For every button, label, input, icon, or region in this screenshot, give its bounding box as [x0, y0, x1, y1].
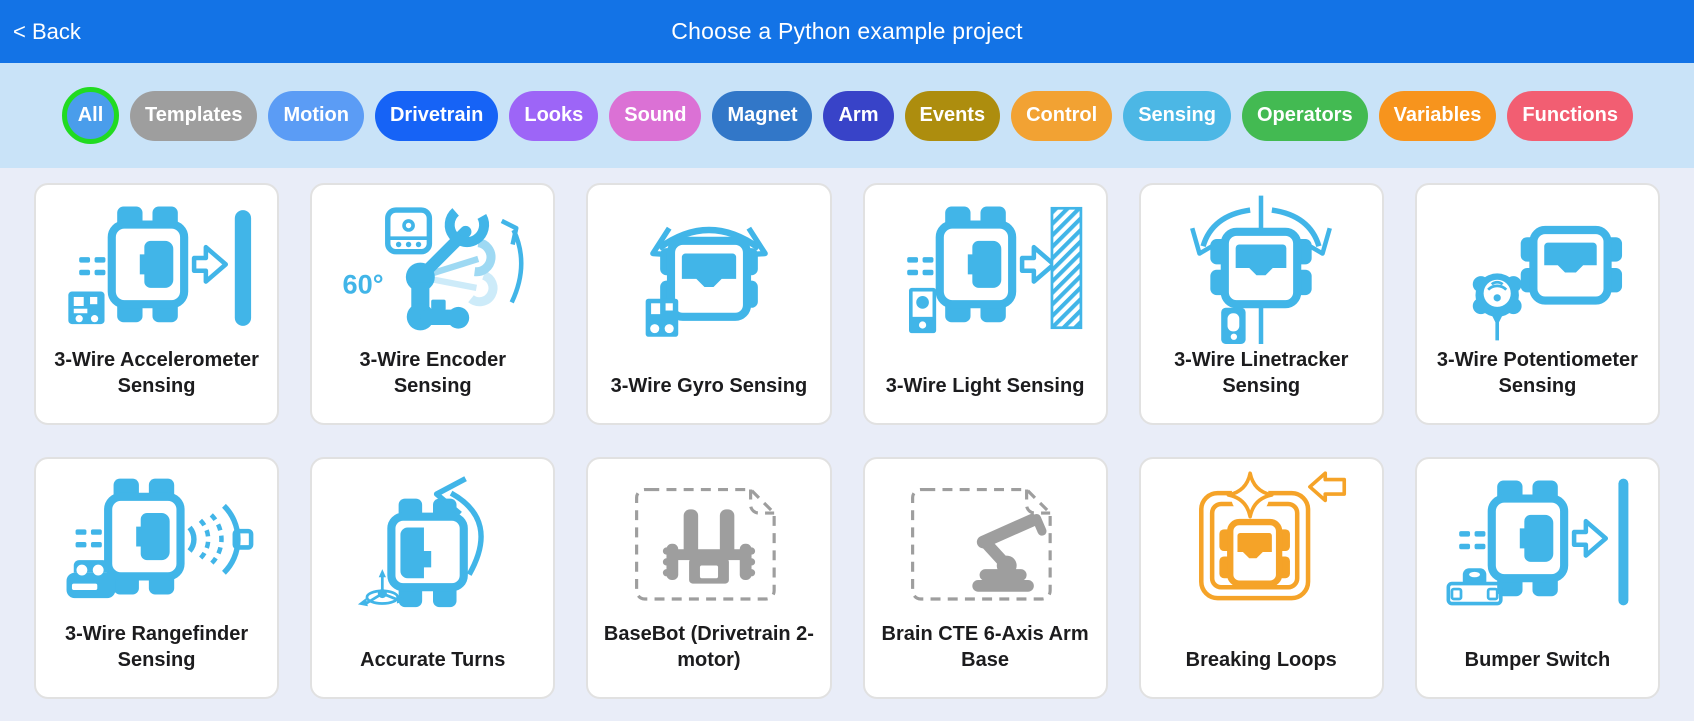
basebot-template-icon — [608, 469, 810, 615]
filter-pill-arm[interactable]: Arm — [823, 90, 894, 141]
filter-pill-all[interactable]: All — [62, 87, 119, 144]
project-card-label: BaseBot (Drivetrain 2-motor) — [603, 623, 814, 671]
project-card-breaking-loops[interactable]: Breaking Loops — [1138, 457, 1384, 699]
project-grid: 3-Wire Accelerometer Sensing 60° 3-Wire … — [0, 168, 1694, 699]
filter-pill-templates[interactable]: Templates — [130, 90, 258, 141]
project-card-accelerometer[interactable]: 3-Wire Accelerometer Sensing — [34, 183, 280, 425]
filter-pill-motion[interactable]: Motion — [268, 90, 364, 141]
back-button[interactable]: < Back — [13, 18, 81, 44]
project-card-potentiometer[interactable]: 3-Wire Potentiometer Sensing — [1414, 183, 1660, 425]
project-card-encoder[interactable]: 60° 3-Wire Encoder Sensing — [310, 183, 556, 425]
project-card-arm-template[interactable]: Brain CTE 6-Axis Arm Base — [862, 457, 1108, 699]
filter-bar: All Templates Motion Drivetrain Looks Sound Ma… — [0, 63, 1694, 168]
breaking-loops-icon — [1160, 469, 1362, 615]
page-title: Choose a Python example project — [671, 18, 1023, 44]
filter-pill-sound[interactable]: Sound — [609, 90, 702, 141]
project-card-rangefinder[interactable]: 3-Wire Rangefinder Sensing — [34, 457, 280, 699]
filter-pill-variables[interactable]: Variables — [1378, 90, 1497, 141]
project-card-label: Bumper Switch — [1464, 649, 1611, 671]
accurate-turns-icon — [332, 469, 534, 615]
project-card-accurate-turns[interactable]: Accurate Turns — [310, 457, 556, 699]
project-card-label: 3-Wire Encoder Sensing — [359, 349, 506, 397]
project-card-light[interactable]: 3-Wire Light Sensing — [862, 183, 1108, 425]
project-card-label: Brain CTE 6-Axis Arm Base — [881, 623, 1089, 671]
bumper-switch-icon — [1436, 469, 1638, 615]
linetracker-icon — [1160, 195, 1362, 344]
project-card-label: 3-Wire Potentiometer Sensing — [1436, 349, 1638, 397]
filter-pill-drivetrain[interactable]: Drivetrain — [374, 90, 499, 141]
svg-text:60°: 60° — [342, 268, 383, 299]
project-card-label: 3-Wire Linetracker Sensing — [1174, 349, 1349, 397]
filter-pill-control[interactable]: Control — [1011, 90, 1113, 141]
filter-pill-events[interactable]: Events — [904, 90, 1001, 141]
filter-pill-operators[interactable]: Operators — [1241, 90, 1368, 141]
project-card-label: 3-Wire Accelerometer Sensing — [54, 349, 259, 397]
filter-pill-sensing[interactable]: Sensing — [1123, 90, 1231, 141]
filter-pill-looks[interactable]: Looks — [509, 90, 599, 141]
potentiometer-icon — [1436, 195, 1638, 341]
header-bar: < Back Choose a Python example project — [0, 0, 1694, 63]
filter-pill-magnet[interactable]: Magnet — [712, 90, 813, 141]
project-card-label: 3-Wire Rangefinder Sensing — [64, 623, 249, 671]
project-card-label: Accurate Turns — [360, 649, 506, 671]
accelerometer-icon — [56, 195, 258, 341]
project-card-label: 3-Wire Gyro Sensing — [610, 375, 808, 397]
project-card-basebot-template[interactable]: BaseBot (Drivetrain 2-motor) — [586, 457, 832, 699]
project-card-bumper-switch[interactable]: Bumper Switch — [1414, 457, 1660, 699]
arm-template-icon — [884, 469, 1086, 615]
encoder-icon: 60° — [332, 195, 534, 341]
rangefinder-icon — [56, 469, 258, 615]
filter-pill-functions[interactable]: Functions — [1507, 90, 1633, 141]
light-icon — [884, 195, 1086, 341]
project-card-gyro[interactable]: 3-Wire Gyro Sensing — [586, 183, 832, 425]
gyro-icon — [608, 195, 810, 341]
project-card-label: Breaking Loops — [1185, 649, 1337, 671]
project-card-label: 3-Wire Light Sensing — [885, 375, 1085, 397]
project-card-linetracker[interactable]: 3-Wire Linetracker Sensing — [1138, 183, 1384, 425]
